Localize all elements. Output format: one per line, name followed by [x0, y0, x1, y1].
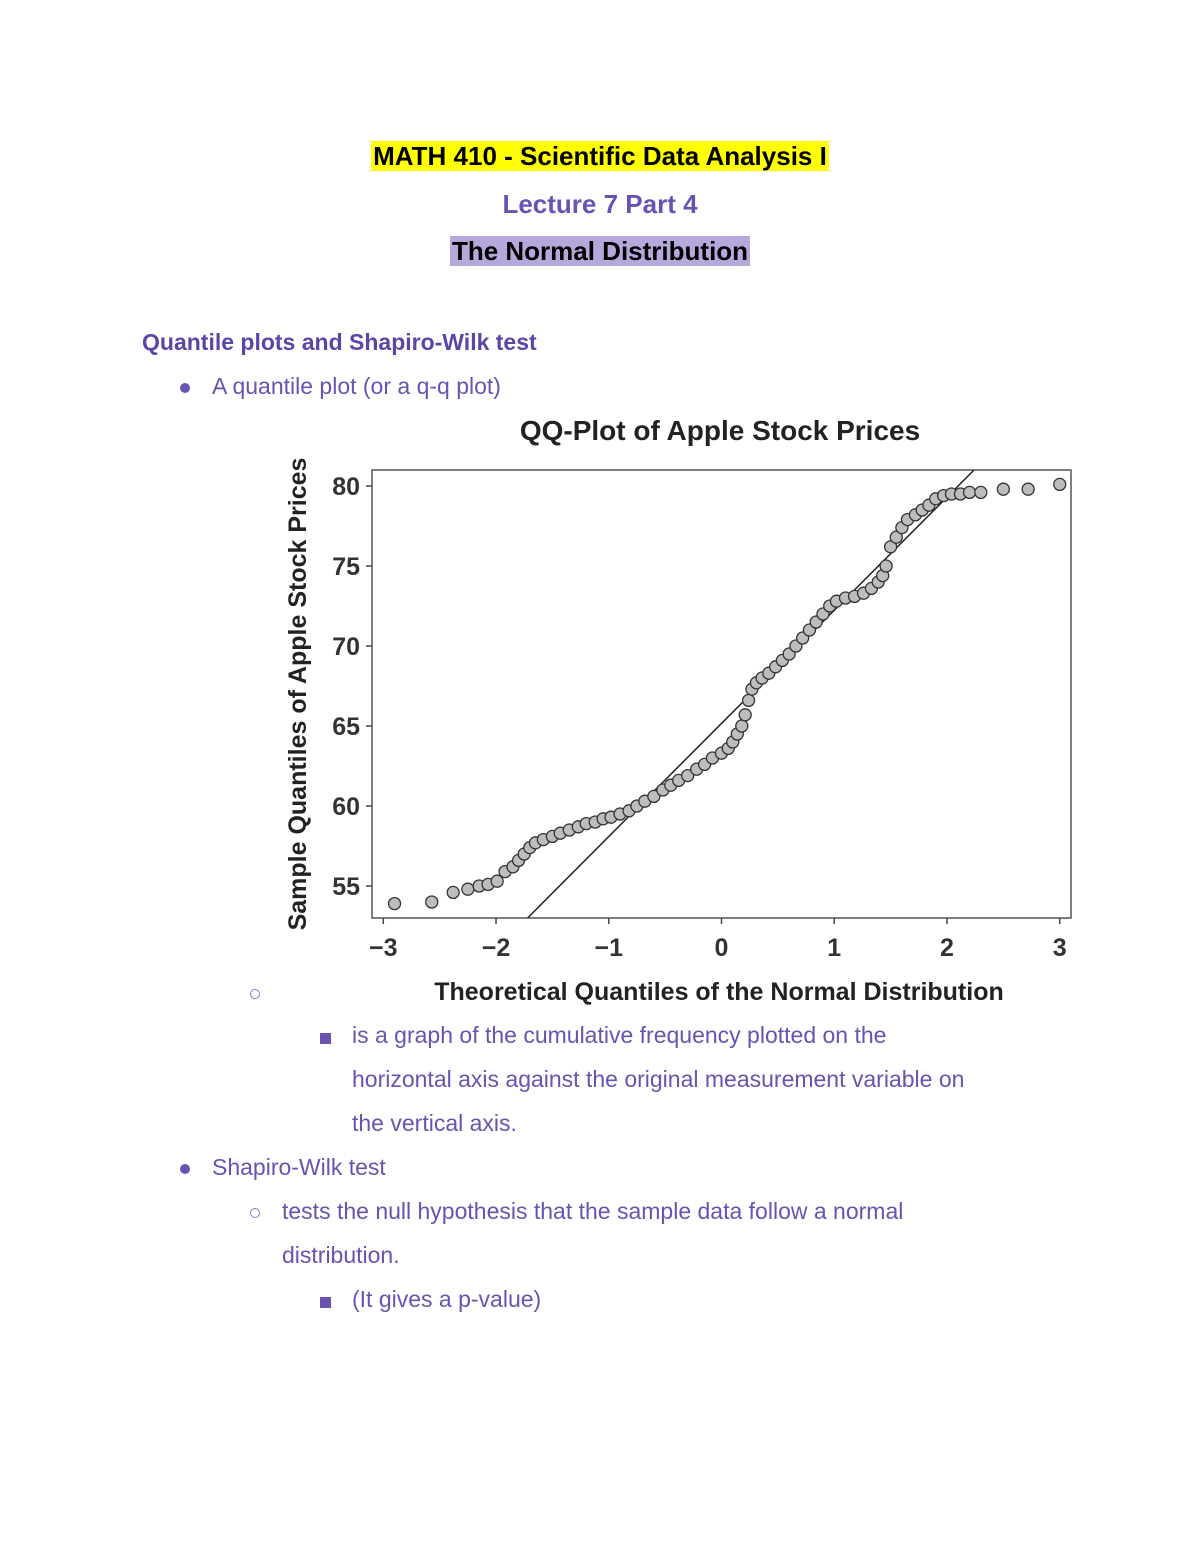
data-point	[738, 708, 752, 722]
qq-plot-chart: QQ-Plot of Apple Stock Prices 55 60 65 70 75 8…	[284, 415, 1072, 1006]
y-tick-label: 75	[332, 553, 360, 581]
y-tick-label: 65	[332, 713, 360, 741]
qq-plot-bullet: A quantile plot (or a q-q plot)	[212, 373, 501, 399]
lecture-title: Lecture 7 Part 4	[502, 189, 698, 219]
x-tick-label: −2	[482, 934, 511, 962]
bullet-circle-icon	[250, 989, 260, 999]
data-point	[461, 882, 475, 896]
y-tick-label: 60	[332, 793, 360, 821]
chart-title: QQ-Plot of Apple Stock Prices	[520, 415, 920, 446]
x-tick-label: −1	[595, 934, 624, 962]
sw-pvalue-line: (It gives a p-value)	[352, 1286, 542, 1312]
lecture-line: Lecture 7 Part 4	[0, 189, 1200, 220]
data-point	[996, 482, 1011, 496]
y-tick-label: 80	[332, 473, 360, 501]
data-point	[1021, 482, 1035, 496]
x-tick-label: −3	[369, 934, 398, 962]
bullet-circle-icon	[250, 1208, 260, 1218]
bullet-square-icon	[320, 1033, 331, 1044]
x-tick-label: 1	[827, 934, 841, 962]
data-point	[889, 530, 903, 544]
qq-definition-line-2: horizontal axis against the original mea…	[352, 1066, 965, 1092]
data-point	[446, 885, 460, 900]
y-axis-label: Sample Quantiles of Apple Stock Prices	[284, 458, 312, 931]
data-point	[974, 485, 988, 500]
x-axis-label: Theoretical Quantiles of the Normal Dist…	[434, 978, 1004, 1006]
bullet-dot-icon	[180, 1164, 190, 1174]
topic-line: The Normal Distribution	[0, 236, 1200, 267]
y-tick-label: 55	[332, 873, 360, 901]
data-point	[883, 540, 898, 554]
sw-definition-line-1: tests the null hypothesis that the sampl…	[282, 1198, 904, 1224]
bullet-square-icon	[320, 1297, 331, 1308]
data-point	[879, 559, 893, 573]
course-title-line: MATH 410 - Scientific Data Analysis I	[0, 141, 1200, 172]
data-point	[681, 768, 695, 783]
x-tick-label: 0	[715, 934, 729, 962]
data-point	[735, 719, 749, 733]
x-tick-label: 3	[1053, 934, 1067, 962]
course-title: MATH 410 - Scientific Data Analysis I	[371, 141, 829, 171]
data-point	[962, 485, 977, 500]
sw-definition-line-2: distribution.	[282, 1242, 400, 1268]
topic-title: The Normal Distribution	[449, 236, 751, 266]
data-point	[490, 874, 504, 888]
bullet-dot-icon	[180, 383, 190, 393]
qq-definition-line-1: is a graph of the cumulative frequency p…	[352, 1022, 887, 1048]
section-heading: Quantile plots and Shapiro-Wilk test	[142, 329, 537, 355]
data-point	[387, 896, 402, 911]
qq-definition-line-3: the vertical axis.	[352, 1110, 517, 1136]
plot-frame	[371, 469, 1072, 919]
y-tick-label: 70	[332, 633, 360, 661]
x-tick-label: 2	[940, 934, 954, 962]
shapiro-wilk-bullet: Shapiro-Wilk test	[212, 1154, 386, 1180]
data-point	[741, 693, 756, 708]
data-point	[425, 895, 439, 909]
data-point	[1053, 477, 1067, 492]
data-point	[647, 789, 661, 804]
